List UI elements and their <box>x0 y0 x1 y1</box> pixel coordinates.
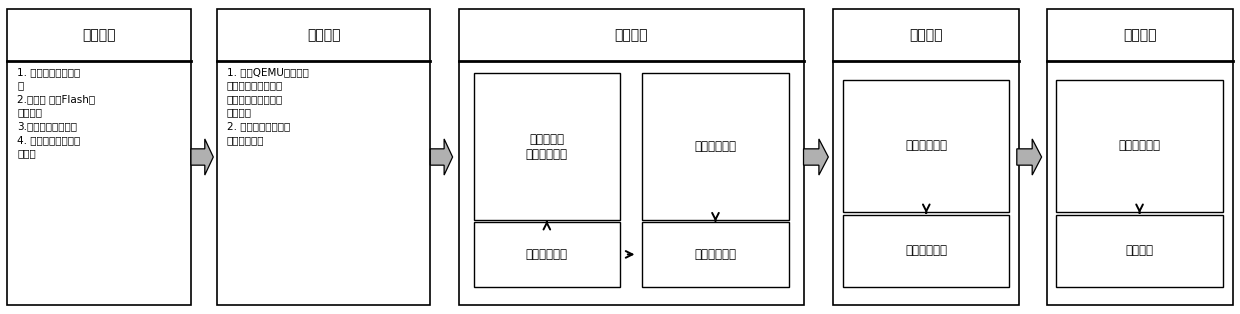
Bar <box>1056 214 1223 287</box>
Polygon shape <box>191 139 213 175</box>
Text: 测试用例生成: 测试用例生成 <box>905 139 947 152</box>
Bar <box>1056 80 1223 212</box>
Bar <box>1047 9 1233 305</box>
Text: 仿真环境: 仿真环境 <box>306 28 341 42</box>
Bar <box>474 73 620 220</box>
Bar <box>843 80 1009 212</box>
Text: 异常状态监测: 异常状态监测 <box>1118 139 1161 152</box>
Text: 模糊测试执行: 模糊测试执行 <box>905 244 947 257</box>
Polygon shape <box>430 139 453 175</box>
Text: 模糊测试: 模糊测试 <box>909 28 944 42</box>
Text: 敏感字域确定: 敏感字域确定 <box>694 140 737 153</box>
Text: 标记污点源
（输入数据）: 标记污点源 （输入数据） <box>526 133 568 161</box>
Polygon shape <box>1017 139 1042 175</box>
Text: 异常记录: 异常记录 <box>1126 244 1153 257</box>
Bar <box>7 9 191 305</box>
Text: 1. 直接从调试端口读
取
2.直接从 通过Flash存
储器读取
3.解压固件更新文件
4. 固件更新时捕获网
络流量: 1. 直接从调试端口读 取 2.直接从 通过Flash存 储器读取 3.解压固件… <box>17 67 95 158</box>
Bar <box>843 214 1009 287</box>
Bar <box>642 73 789 220</box>
Bar <box>474 222 620 287</box>
Bar <box>833 9 1019 305</box>
Bar <box>217 9 430 305</box>
Polygon shape <box>804 139 828 175</box>
Text: 污点分析: 污点分析 <box>614 28 649 42</box>
Text: 1. 采用QEMU用户仿真
模式，对文件系统中
的单个网络服务进行
独立仿真
2. 对固件运行环境进
行指令级监视: 1. 采用QEMU用户仿真 模式，对文件系统中 的单个网络服务进行 独立仿真 2… <box>227 67 309 145</box>
Text: 异常检测: 异常检测 <box>1122 28 1157 42</box>
Text: 跟踪固件运行: 跟踪固件运行 <box>526 248 568 261</box>
Bar <box>459 9 804 305</box>
Bar <box>642 222 789 287</box>
Text: 污点信息筛选: 污点信息筛选 <box>694 248 737 261</box>
Text: 固件获取: 固件获取 <box>82 28 117 42</box>
